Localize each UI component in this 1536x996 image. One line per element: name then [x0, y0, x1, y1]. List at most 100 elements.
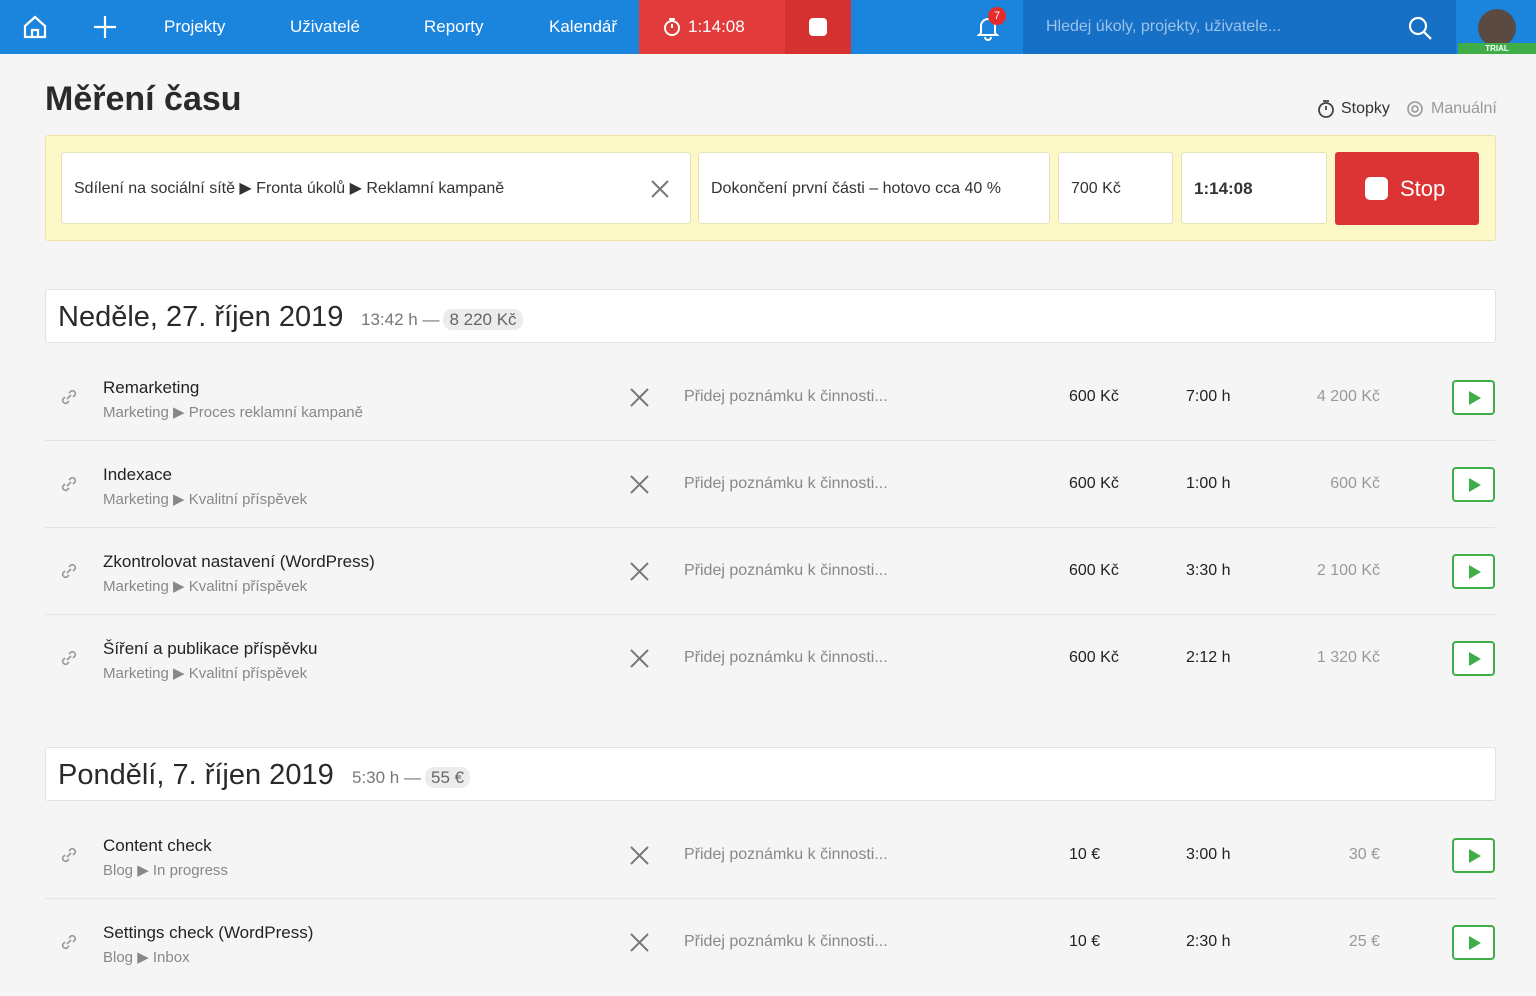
search-bar[interactable]: Hledej úkoly, projekty, uživatele... [1023, 0, 1456, 54]
day-hours: 5:30 h — [352, 768, 421, 787]
time-field[interactable]: 1:14:08 [1181, 152, 1327, 224]
entry-note[interactable]: Přidej poznámku k činnosti... [684, 933, 888, 950]
day-total: 55 € [425, 767, 471, 788]
stopwatch-icon [1318, 100, 1334, 118]
remove-icon[interactable] [629, 845, 650, 866]
nav-calendar[interactable]: Kalendář [549, 17, 618, 36]
home-icon[interactable] [22, 14, 48, 40]
nav-timer[interactable]: 1:14:08 [639, 0, 785, 54]
stop-label: Stop [1400, 176, 1446, 201]
day-summary: 13:42 h —8 220 Kč [361, 309, 523, 330]
time-entry: Settings check (WordPress) Blog ▶ Inbox Př… [45, 899, 1495, 986]
play-button[interactable] [1452, 925, 1495, 960]
entry-path: Marketing ▶ Kvalitní příspěvek [103, 578, 308, 595]
entry-duration: 1:00 h [1186, 475, 1231, 492]
search-icon[interactable] [1407, 15, 1433, 41]
play-button[interactable] [1452, 554, 1495, 589]
nav-projects[interactable]: Projekty [164, 17, 226, 36]
task-text: Sdílení na sociální sítě ▶ Fronta úkolů … [74, 180, 505, 197]
entry-path: Marketing ▶ Kvalitní příspěvek [103, 665, 308, 682]
entry-duration: 3:30 h [1186, 562, 1231, 579]
trial-badge: TRIAL [1458, 43, 1536, 54]
day-summary: 5:30 h —55 € [352, 767, 471, 788]
avatar[interactable] [1478, 9, 1516, 47]
task-field[interactable]: Sdílení na sociální sítě ▶ Fronta úkolů … [61, 152, 691, 224]
day-total: 8 220 Kč [443, 309, 523, 330]
link-icon[interactable] [59, 648, 79, 668]
day-date: Pondělí, 7. říjen 2019 [58, 759, 334, 791]
entry-note[interactable]: Přidej poznámku k činnosti... [684, 562, 888, 579]
remove-icon[interactable] [629, 561, 650, 582]
mode-stopwatch[interactable]: Stopky [1341, 100, 1390, 117]
entry-amount: 30 € [1348, 846, 1380, 863]
entry-rate: 600 Kč [1069, 388, 1119, 405]
entry-amount: 4 200 Kč [1316, 388, 1380, 405]
page-title: Měření času [45, 80, 242, 118]
nav-users[interactable]: Uživatelé [290, 17, 360, 36]
play-icon [1469, 478, 1481, 492]
entry-title[interactable]: Remarketing [103, 378, 200, 397]
entry-rate: 600 Kč [1069, 562, 1119, 579]
entry-path: Marketing ▶ Kvalitní příspěvek [103, 491, 308, 508]
link-icon[interactable] [59, 845, 79, 865]
entry-title[interactable]: Šíření a publikace příspěvku [103, 639, 318, 658]
day-date: Neděle, 27. říjen 2019 [58, 301, 344, 333]
entry-title[interactable]: Zkontrolovat nastavení (WordPress) [103, 552, 375, 571]
play-icon [1469, 652, 1481, 666]
entry-duration: 2:12 h [1186, 649, 1231, 666]
remove-icon[interactable] [629, 932, 650, 953]
entry-path: Marketing ▶ Proces reklamní kampaně [103, 404, 363, 421]
play-button[interactable] [1452, 838, 1495, 873]
link-icon[interactable] [59, 932, 79, 952]
day-header: Pondělí, 7. říjen 2019 5:30 h —55 € [45, 747, 1496, 801]
play-button[interactable] [1452, 380, 1495, 415]
play-button[interactable] [1452, 467, 1495, 502]
entry-note[interactable]: Přidej poznámku k činnosti... [684, 846, 888, 863]
link-icon[interactable] [59, 387, 79, 407]
entry-rate: 10 € [1069, 933, 1101, 950]
entry-amount: 25 € [1348, 933, 1380, 950]
time-entry: Šíření a publikace příspěvku Marketing ▶ … [45, 615, 1495, 702]
timer-icon [664, 18, 680, 36]
entry-duration: 3:00 h [1186, 846, 1231, 863]
note-field[interactable]: Dokončení první části – hotovo cca 40 % [698, 152, 1050, 224]
timer-value: 1:14:08 [688, 17, 745, 36]
play-icon [1469, 849, 1481, 863]
entry-amount: 2 100 Kč [1316, 562, 1380, 579]
play-icon [1469, 565, 1481, 579]
entry-amount: 600 Kč [1330, 475, 1380, 492]
time-entry: Content check Blog ▶ In progress Přidej po… [45, 812, 1495, 899]
play-button[interactable] [1452, 641, 1495, 676]
stop-button[interactable]: Stop [1335, 152, 1479, 225]
stop-square [1365, 177, 1388, 200]
search-placeholder: Hledej úkoly, projekty, uživatele... [1046, 18, 1282, 35]
add-icon[interactable] [93, 15, 117, 39]
day-header: Neděle, 27. říjen 2019 13:42 h —8 220 Kč [45, 289, 1496, 343]
rate-field[interactable]: 700 Kč [1058, 152, 1173, 224]
entry-title[interactable]: Indexace [103, 465, 172, 484]
entry-path: Blog ▶ In progress [103, 862, 228, 879]
remove-icon[interactable] [629, 648, 650, 669]
time-entry: Indexace Marketing ▶ Kvalitní příspěvek Př… [45, 441, 1495, 528]
entry-note[interactable]: Přidej poznámku k činnosti... [684, 388, 888, 405]
link-icon[interactable] [59, 561, 79, 581]
time-entry: Remarketing Marketing ▶ Proces reklamní k… [45, 354, 1495, 441]
mode-manual[interactable]: Manuální [1431, 100, 1497, 117]
entry-note[interactable]: Přidej poznámku k činnosti... [684, 649, 888, 666]
entry-duration: 7:00 h [1186, 388, 1231, 405]
entry-title[interactable]: Content check [103, 836, 212, 855]
gear-icon [1407, 101, 1423, 117]
nav-stop[interactable] [785, 0, 851, 54]
remove-icon[interactable] [629, 387, 650, 408]
entry-note[interactable]: Přidej poznámku k činnosti... [684, 475, 888, 492]
entry-amount: 1 320 Kč [1316, 649, 1380, 666]
nav-reports[interactable]: Reporty [424, 17, 484, 36]
play-icon [1469, 391, 1481, 405]
remove-icon[interactable] [629, 474, 650, 495]
entry-title[interactable]: Settings check (WordPress) [103, 923, 314, 942]
entry-duration: 2:30 h [1186, 933, 1231, 950]
clear-icon[interactable] [650, 179, 670, 199]
play-icon [1469, 936, 1481, 950]
link-icon[interactable] [59, 474, 79, 494]
